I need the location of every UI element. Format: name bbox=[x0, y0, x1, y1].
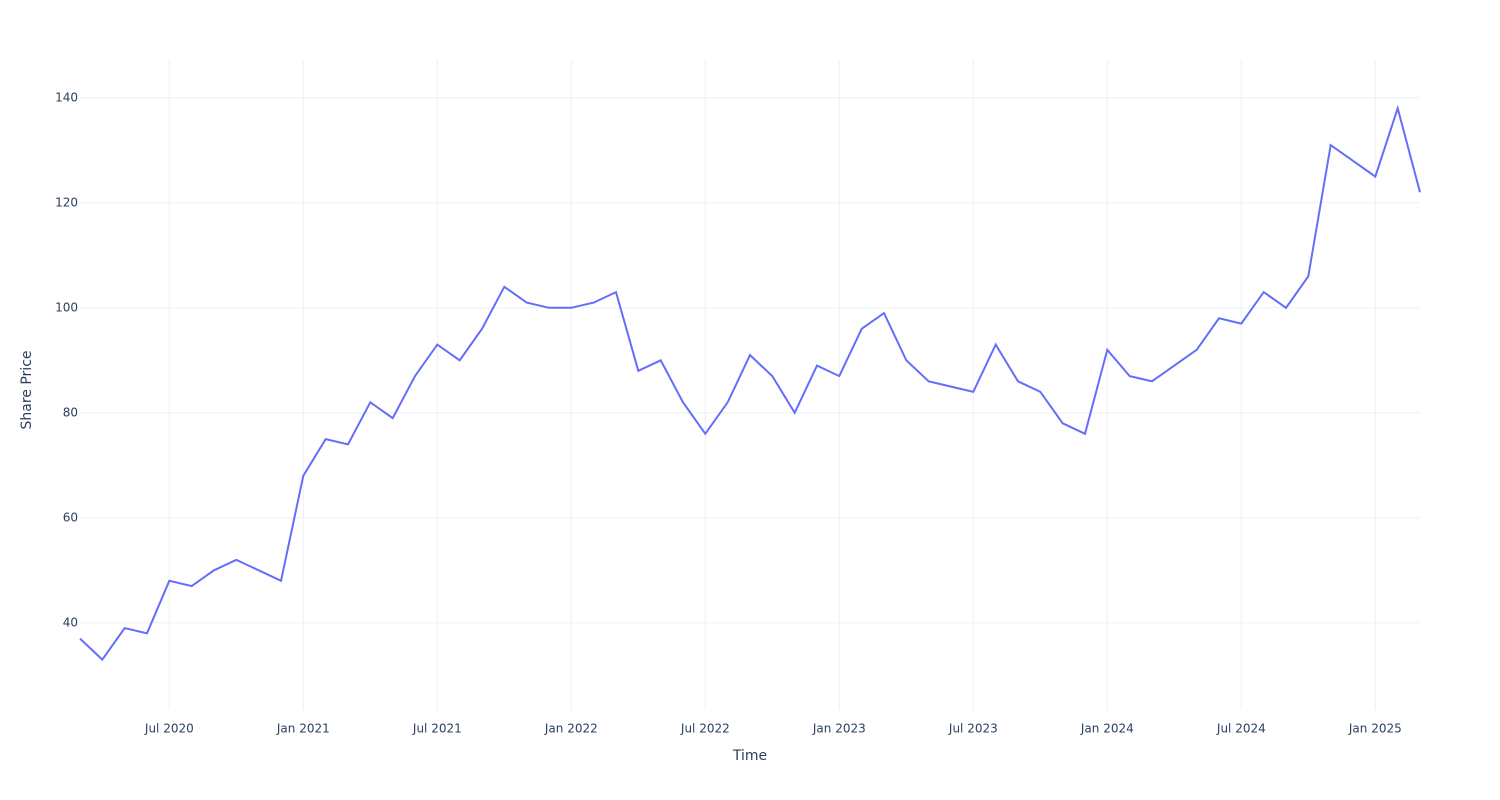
x-tick-label: Jul 2022 bbox=[680, 722, 730, 736]
x-tick-label: Jan 2023 bbox=[812, 722, 866, 736]
y-tick-label: 120 bbox=[55, 195, 78, 209]
y-axis-title: Share Price bbox=[19, 350, 35, 429]
x-axis-title: Time bbox=[732, 748, 767, 764]
price-line bbox=[79, 104, 1421, 662]
y-tick-label: 80 bbox=[63, 405, 78, 419]
y-tick-label: 140 bbox=[55, 90, 78, 104]
x-tick-label: Jul 2023 bbox=[948, 722, 998, 736]
x-tick-label: Jan 2022 bbox=[544, 722, 598, 736]
y-tick-label: 40 bbox=[63, 615, 78, 629]
x-tick-label: Jul 2021 bbox=[412, 722, 462, 736]
y-tick-label: 100 bbox=[55, 300, 78, 314]
y-tick-label: 60 bbox=[63, 510, 78, 524]
x-tick-label: Jul 2024 bbox=[1216, 722, 1266, 736]
x-tick-label: Jan 2021 bbox=[276, 722, 330, 736]
x-tick-label: Jan 2024 bbox=[1080, 722, 1134, 736]
x-tick-label: Jul 2020 bbox=[144, 722, 194, 736]
x-tick-label: Jan 2025 bbox=[1348, 722, 1402, 736]
